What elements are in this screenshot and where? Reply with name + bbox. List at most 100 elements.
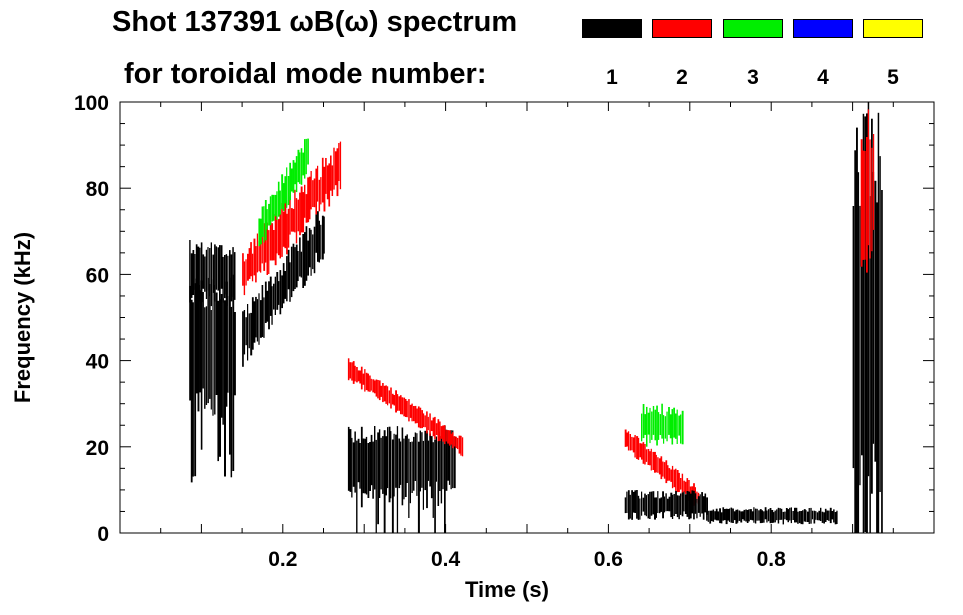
spectrum-mark (194, 254, 196, 290)
spectrum-mark (269, 276, 272, 316)
spectrum-mark (304, 139, 306, 179)
spectrum-mark (224, 255, 226, 299)
spectrum-mark (811, 510, 814, 520)
spectrum-mark (261, 206, 264, 237)
spectrum-mark (282, 211, 285, 247)
spectrum-mark (649, 451, 651, 466)
legend-label-mode-1: 1 (606, 66, 618, 89)
spectrum-mark (684, 481, 687, 494)
spectrum-mark (709, 510, 712, 524)
mode-1-feature-2 (242, 211, 325, 367)
spectrum-mark (279, 270, 282, 315)
spectrum-mark (279, 214, 281, 259)
spectrum-mark (457, 437, 459, 450)
spectrum-mark (816, 512, 819, 521)
spectrum-mark (250, 242, 252, 277)
spectrum-mark (375, 439, 377, 533)
spectrum-mark (380, 437, 382, 490)
spectrum-mark (205, 306, 208, 405)
spectrum-mark (229, 250, 231, 307)
spectrum-mark (792, 511, 794, 520)
spectrum-mark (230, 306, 233, 478)
spectrum-mark (750, 509, 752, 520)
spectrum-mark (683, 491, 685, 512)
spectrum-mark (758, 510, 760, 521)
spectrum-mark (281, 275, 283, 309)
spectrum-mark (217, 247, 220, 291)
spectrum-mark (264, 238, 267, 263)
spectrum-mark (688, 491, 691, 520)
spectrum-mark (294, 247, 296, 289)
spectrum-mark (789, 507, 791, 521)
spectrum-mark (861, 152, 863, 456)
spectrum-mark (422, 440, 424, 510)
spectrum-mark (828, 510, 830, 521)
spectrum-mark (304, 184, 306, 218)
spectrum-mark (719, 508, 721, 524)
spectrum-mark (455, 436, 457, 449)
spectrum-mark (447, 430, 450, 444)
spectrum-mark (326, 165, 329, 200)
spectrum-mark (649, 407, 651, 444)
spectrum-mark (261, 285, 264, 337)
spectrum-mark (214, 244, 216, 302)
spectrum-mark (408, 399, 410, 422)
legend-swatch-mode-1 (582, 19, 642, 38)
spectrum-mark (295, 244, 298, 288)
spectrum-mark (264, 281, 267, 323)
spectrum-mark (440, 426, 443, 439)
spectrum-mark (411, 441, 413, 493)
spectrum-mark (261, 225, 263, 264)
spectrum-mark (277, 281, 280, 305)
spectrum-mark (281, 202, 283, 257)
spectrum-mark (215, 246, 217, 290)
spectrum-mark (859, 205, 861, 486)
spectrum-mark (351, 362, 353, 381)
spectrum-mark (266, 209, 268, 230)
spectrum-mark (442, 425, 444, 442)
spectrum-mark (328, 163, 331, 207)
spectrum-mark (297, 149, 300, 183)
spectrum-mark (310, 171, 312, 210)
spectrum-mark (284, 200, 287, 249)
spectrum-mark (388, 390, 391, 404)
spectrum-mark (338, 143, 340, 181)
spectrum-mark (227, 296, 229, 393)
spectrum-mark (325, 158, 327, 194)
spectrum-mark (864, 151, 866, 260)
spectrum-mark (862, 150, 865, 260)
spectrum-mark (665, 493, 667, 512)
spectrum-mark (665, 460, 668, 484)
spectrum-mark (395, 434, 397, 488)
spectrum-mark (289, 196, 291, 235)
spectrum-mark (426, 431, 428, 509)
spectrum-mark (652, 491, 655, 515)
spectrum-mark (833, 509, 835, 523)
spectrum-mark (192, 302, 194, 477)
spectrum-mark (460, 435, 462, 456)
spectrum-mark (659, 414, 662, 435)
spectrum-mark (260, 218, 262, 245)
spectrum-mark (299, 152, 301, 184)
spectrum-mark (781, 508, 783, 520)
spectrum-mark (210, 242, 212, 307)
spectrum-mark (367, 373, 369, 392)
spectrum-mark (746, 510, 749, 523)
spectrum-mark (360, 426, 363, 508)
spectrum-mark (409, 442, 411, 504)
spectrum-mark (323, 166, 326, 212)
spectrum-mark (871, 118, 873, 494)
spectrum-mark (297, 251, 299, 281)
spectrum-mark (740, 511, 743, 523)
spectrum-mark (200, 280, 203, 450)
spectrum-mark (263, 206, 265, 243)
spectrum-mark (302, 152, 304, 176)
spectrum-mark (826, 510, 829, 521)
spectrum-mark (308, 176, 311, 220)
spectrum-mark (636, 490, 638, 519)
spectrum-mark (320, 177, 322, 205)
spectrum-mark (317, 211, 319, 262)
spectrum-mark (299, 237, 301, 277)
spectrum-mark (258, 293, 260, 345)
spectrum-mark (255, 296, 257, 338)
